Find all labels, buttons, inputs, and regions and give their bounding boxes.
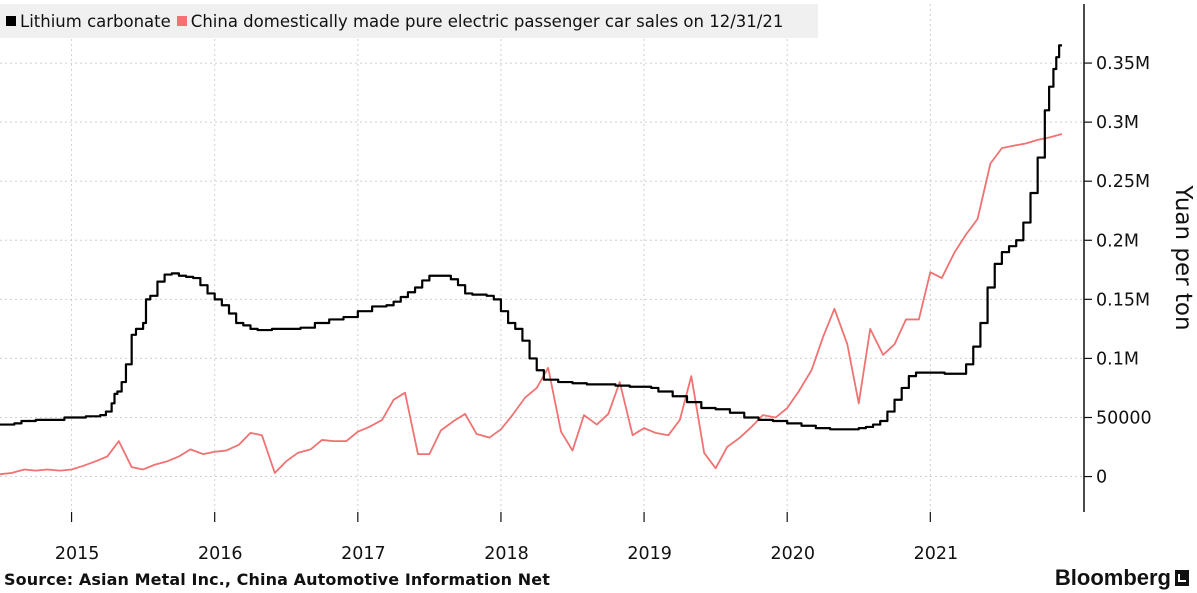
legend-item-ev-sales[interactable]: China domestically made pure electric pa… (176, 11, 784, 31)
y-tick-label-1: 50000 (1096, 408, 1152, 428)
x-axis: 2015 2016 2017 2018 2019 2020 2021 (55, 512, 958, 564)
y-tick-label-7: 0.35M (1096, 54, 1150, 74)
x-tick-label-3: 2018 (484, 544, 529, 564)
x-tick-label-0: 2015 (55, 544, 100, 564)
legend-label-ev-sales: China domestically made pure electric pa… (190, 11, 784, 31)
x-tick-label-4: 2019 (627, 544, 672, 564)
y-tick-label-4: 0.2M (1096, 231, 1139, 251)
x-tick-label-2: 2017 (341, 544, 386, 564)
y-axis-title: Yuan per ton (1170, 184, 1196, 330)
legend-label-lithium: Lithium carbonate (20, 11, 171, 31)
x-tick-label-5: 2020 (770, 544, 815, 564)
legend-swatch-ev-sales (176, 16, 187, 26)
series-line-ev-sales (0, 133, 1063, 476)
legend-item-lithium[interactable]: Lithium carbonate (6, 12, 171, 31)
gridlines (0, 4, 1084, 512)
bloomberg-logo: Bloomberg (1055, 565, 1189, 591)
y-axis: 0 50000 0.1M 0.15M 0.2M 0.25M 0.3M 0.35M (1083, 4, 1152, 512)
legend-swatch-lithium (6, 16, 16, 26)
y-tick-label-0: 0 (1096, 468, 1107, 488)
chart-app-icon (1175, 570, 1189, 586)
legend: Lithium carbonate China domestically mad… (0, 4, 818, 38)
y-tick-label-5: 0.25M (1096, 172, 1150, 192)
brand-name: Bloomberg (1054, 565, 1171, 590)
x-tick-label-1: 2016 (198, 544, 243, 564)
y-tick-label-2: 0.1M (1096, 349, 1139, 369)
series-line-lithium (0, 44, 1062, 431)
series-layer (0, 44, 1063, 476)
source-note: Source: Asian Metal Inc., China Automoti… (4, 570, 550, 589)
y-tick-label-3: 0.15M (1096, 290, 1150, 310)
x-tick-label-6: 2021 (914, 544, 959, 564)
y-tick-label-6: 0.3M (1096, 113, 1139, 133)
